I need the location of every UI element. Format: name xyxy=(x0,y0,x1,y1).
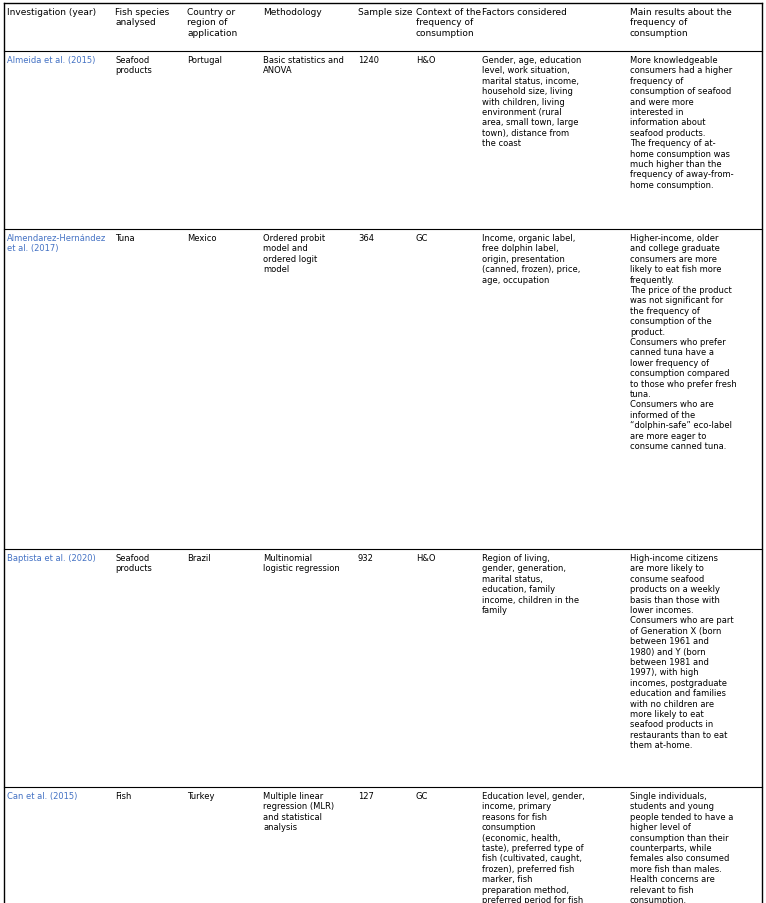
Text: 932: 932 xyxy=(358,554,374,563)
Text: 364: 364 xyxy=(358,234,374,243)
Text: Main results about the
frequency of
consumption: Main results about the frequency of cons… xyxy=(630,8,732,38)
Text: More knowledgeable
consumers had a higher
frequency of
consumption of seafood
an: More knowledgeable consumers had a highe… xyxy=(630,56,734,190)
Text: Methodology: Methodology xyxy=(263,8,322,17)
Text: Seafood
products: Seafood products xyxy=(115,554,152,573)
Text: Basic statistics and
ANOVA: Basic statistics and ANOVA xyxy=(263,56,344,75)
Text: Region of living,
gender, generation,
marital status,
education, family
income, : Region of living, gender, generation, ma… xyxy=(482,554,579,614)
Text: Turkey: Turkey xyxy=(187,791,214,800)
Text: Portugal: Portugal xyxy=(187,56,222,65)
Text: Multiple linear
regression (MLR)
and statistical
analysis: Multiple linear regression (MLR) and sta… xyxy=(263,791,334,832)
Text: Education level, gender,
income, primary
reasons for fish
consumption
(economic,: Education level, gender, income, primary… xyxy=(482,791,584,903)
Text: GC: GC xyxy=(416,234,428,243)
Text: Ordered probit
model and
ordered logit
model: Ordered probit model and ordered logit m… xyxy=(263,234,325,274)
Text: Factors considered: Factors considered xyxy=(482,8,567,17)
Text: 127: 127 xyxy=(358,791,374,800)
Text: 1240: 1240 xyxy=(358,56,379,65)
Text: Higher-income, older
and college graduate
consumers are more
likely to eat fish : Higher-income, older and college graduat… xyxy=(630,234,737,451)
Text: H&O: H&O xyxy=(416,554,436,563)
Text: Context of the
frequency of
consumption: Context of the frequency of consumption xyxy=(416,8,481,38)
Text: Brazil: Brazil xyxy=(187,554,211,563)
Text: Mexico: Mexico xyxy=(187,234,217,243)
Text: Multinomial
logistic regression: Multinomial logistic regression xyxy=(263,554,340,573)
Text: Gender, age, education
level, work situation,
marital status, income,
household : Gender, age, education level, work situa… xyxy=(482,56,581,148)
Text: Single individuals,
students and young
people tended to have a
higher level of
c: Single individuals, students and young p… xyxy=(630,791,733,903)
Text: High-income citizens
are more likely to
consume seafood
products on a weekly
bas: High-income citizens are more likely to … xyxy=(630,554,734,749)
Text: Income, organic label,
free dolphin label,
origin, presentation
(canned, frozen): Income, organic label, free dolphin labe… xyxy=(482,234,581,284)
Text: Baptista et al. (2020): Baptista et al. (2020) xyxy=(7,554,96,563)
Text: GC: GC xyxy=(416,791,428,800)
Text: Investigation (year): Investigation (year) xyxy=(7,8,96,17)
Text: Fish: Fish xyxy=(115,791,132,800)
Text: Sample size: Sample size xyxy=(358,8,413,17)
Text: H&O: H&O xyxy=(416,56,436,65)
Text: Fish species
analysed: Fish species analysed xyxy=(115,8,169,27)
Text: Country or
region of
application: Country or region of application xyxy=(187,8,237,38)
Text: Seafood
products: Seafood products xyxy=(115,56,152,75)
Text: Almendarez-Hernández
et al. (2017): Almendarez-Hernández et al. (2017) xyxy=(7,234,106,253)
Text: Tuna: Tuna xyxy=(115,234,135,243)
Text: Almeida et al. (2015): Almeida et al. (2015) xyxy=(7,56,96,65)
Text: Can et al. (2015): Can et al. (2015) xyxy=(7,791,77,800)
